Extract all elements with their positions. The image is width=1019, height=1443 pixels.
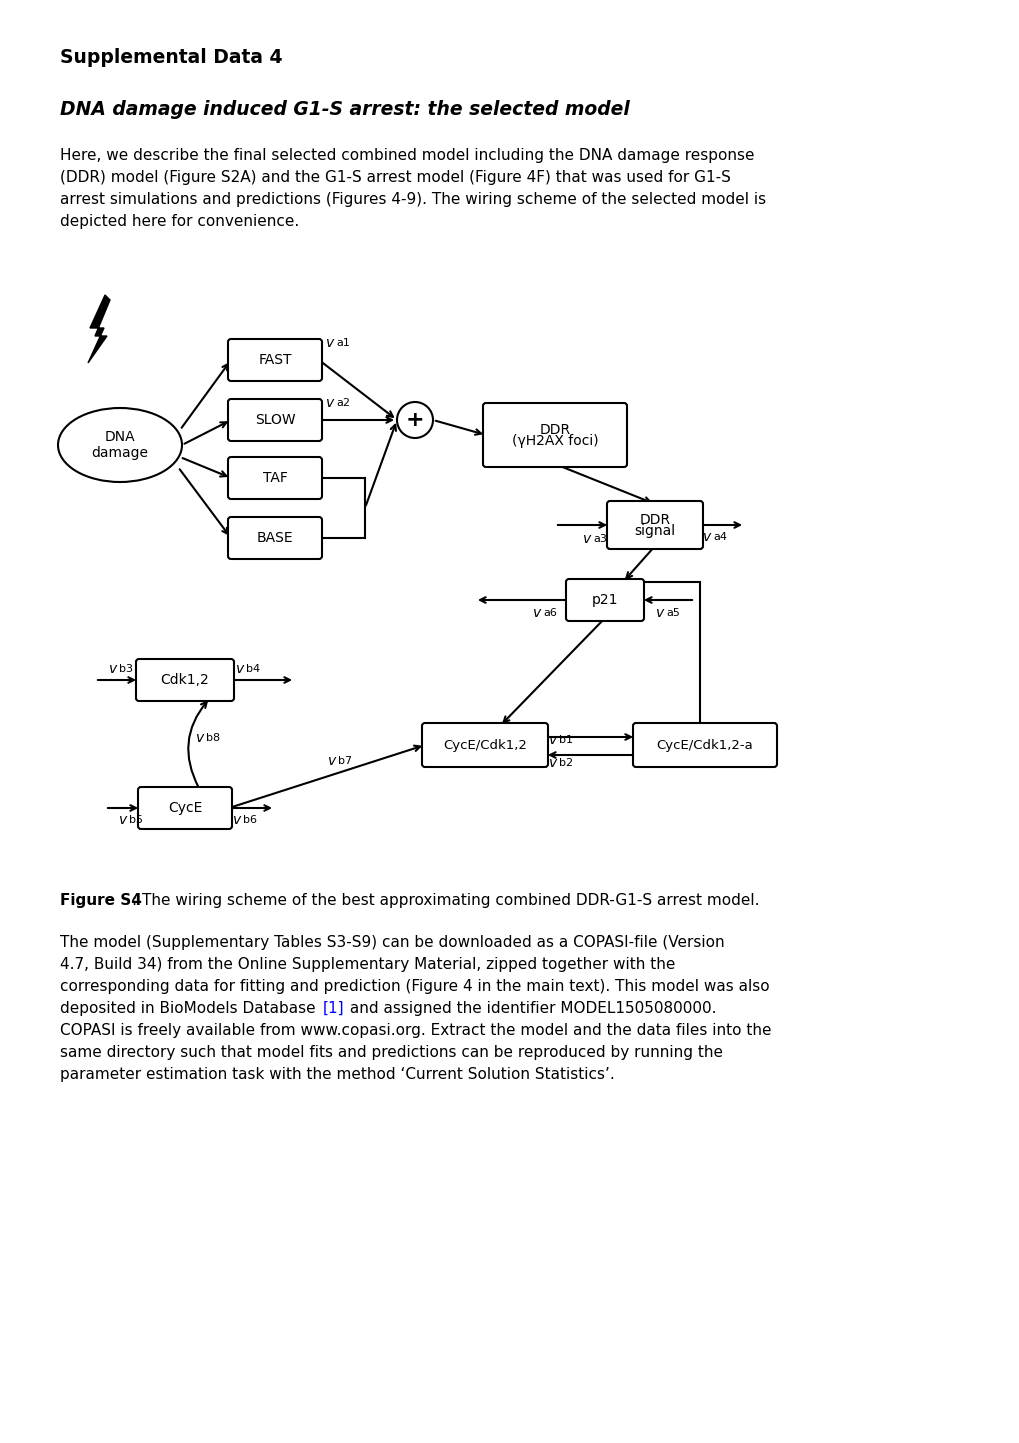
Text: SLOW: SLOW xyxy=(255,413,296,427)
FancyBboxPatch shape xyxy=(566,579,643,620)
FancyBboxPatch shape xyxy=(228,457,322,499)
Text: b1: b1 xyxy=(558,734,573,745)
Text: 4.7, Build 34) from the Online Supplementary Material, zipped together with the: 4.7, Build 34) from the Online Supplemen… xyxy=(60,957,675,973)
Text: $v$: $v$ xyxy=(195,732,205,745)
FancyBboxPatch shape xyxy=(483,403,627,468)
Polygon shape xyxy=(88,294,110,364)
Text: [1]: [1] xyxy=(323,1001,344,1016)
Text: CycE/Cdk1,2-a: CycE/Cdk1,2-a xyxy=(656,739,753,752)
Text: b8: b8 xyxy=(206,733,220,743)
FancyBboxPatch shape xyxy=(606,501,702,548)
Text: DDR: DDR xyxy=(539,423,570,436)
Text: CycE: CycE xyxy=(168,801,202,815)
Text: BASE: BASE xyxy=(257,531,293,545)
Text: b4: b4 xyxy=(246,664,260,674)
Text: a6: a6 xyxy=(542,608,556,618)
Text: and assigned the identifier MODEL1505080000.: and assigned the identifier MODEL1505080… xyxy=(344,1001,715,1016)
Circle shape xyxy=(396,403,433,439)
Text: a2: a2 xyxy=(335,398,350,408)
Text: p21: p21 xyxy=(591,593,618,608)
Text: $v$: $v$ xyxy=(324,336,335,351)
FancyBboxPatch shape xyxy=(422,723,547,768)
FancyBboxPatch shape xyxy=(633,723,776,768)
Text: arrest simulations and predictions (Figures 4-9). The wiring scheme of the selec: arrest simulations and predictions (Figu… xyxy=(60,192,765,206)
Text: $v$: $v$ xyxy=(324,395,335,410)
Text: a1: a1 xyxy=(335,338,350,348)
Text: Cdk1,2: Cdk1,2 xyxy=(160,672,209,687)
Text: deposited in BioModels Database: deposited in BioModels Database xyxy=(60,1001,320,1016)
Text: damage: damage xyxy=(92,446,149,460)
Text: $v$: $v$ xyxy=(531,606,542,620)
FancyBboxPatch shape xyxy=(228,517,322,558)
Text: : The wiring scheme of the best approximating combined DDR-G1-S arrest model.: : The wiring scheme of the best approxim… xyxy=(131,893,759,908)
Text: Here, we describe the final selected combined model including the DNA damage res: Here, we describe the final selected com… xyxy=(60,149,754,163)
Text: Figure S4: Figure S4 xyxy=(60,893,142,908)
Text: parameter estimation task with the method ‘Current Solution Statistics’.: parameter estimation task with the metho… xyxy=(60,1066,614,1082)
Text: corresponding data for fitting and prediction (Figure 4 in the main text). This : corresponding data for fitting and predi… xyxy=(60,978,769,994)
Text: Supplemental Data 4: Supplemental Data 4 xyxy=(60,48,282,66)
FancyBboxPatch shape xyxy=(228,339,322,381)
Text: $v$: $v$ xyxy=(118,812,128,827)
Text: $v$: $v$ xyxy=(108,662,118,675)
Text: $v$: $v$ xyxy=(234,662,245,675)
Text: $v$: $v$ xyxy=(654,606,664,620)
Text: (DDR) model (Figure S2A) and the G1-S arrest model (Figure 4F) that was used for: (DDR) model (Figure S2A) and the G1-S ar… xyxy=(60,170,731,185)
Text: $v$: $v$ xyxy=(231,812,242,827)
Text: depicted here for convenience.: depicted here for convenience. xyxy=(60,214,299,229)
Text: b3: b3 xyxy=(119,664,132,674)
Text: same directory such that model fits and predictions can be reproduced by running: same directory such that model fits and … xyxy=(60,1045,722,1061)
Text: $v$: $v$ xyxy=(581,532,592,545)
Text: a5: a5 xyxy=(665,608,680,618)
FancyBboxPatch shape xyxy=(138,786,231,828)
Text: $v$: $v$ xyxy=(547,733,557,747)
Text: COPASI is freely available from www.copasi.org. Extract the model and the data f: COPASI is freely available from www.copa… xyxy=(60,1023,770,1038)
Text: b7: b7 xyxy=(337,756,352,766)
Text: DDR: DDR xyxy=(639,512,669,527)
Text: a3: a3 xyxy=(592,534,606,544)
FancyBboxPatch shape xyxy=(136,659,233,701)
Text: TAF: TAF xyxy=(262,470,287,485)
Text: $v$: $v$ xyxy=(326,755,337,768)
Text: $v$: $v$ xyxy=(547,756,557,771)
Text: FAST: FAST xyxy=(258,354,291,367)
Text: CycE/Cdk1,2: CycE/Cdk1,2 xyxy=(442,739,527,752)
Text: (γH2AX foci): (γH2AX foci) xyxy=(512,433,598,447)
Text: The model (Supplementary Tables S3-S9) can be downloaded as a COPASI-file (Versi: The model (Supplementary Tables S3-S9) c… xyxy=(60,935,723,949)
FancyBboxPatch shape xyxy=(228,400,322,442)
Text: b2: b2 xyxy=(558,758,573,768)
Text: signal: signal xyxy=(634,524,675,537)
Ellipse shape xyxy=(58,408,181,482)
Text: b5: b5 xyxy=(128,815,143,825)
Text: +: + xyxy=(406,410,424,430)
Text: a4: a4 xyxy=(712,532,727,543)
Text: DNA: DNA xyxy=(105,430,136,444)
Text: $v$: $v$ xyxy=(701,530,711,544)
Text: b6: b6 xyxy=(243,815,257,825)
Text: DNA damage induced G1-S arrest: the selected model: DNA damage induced G1-S arrest: the sele… xyxy=(60,100,629,118)
